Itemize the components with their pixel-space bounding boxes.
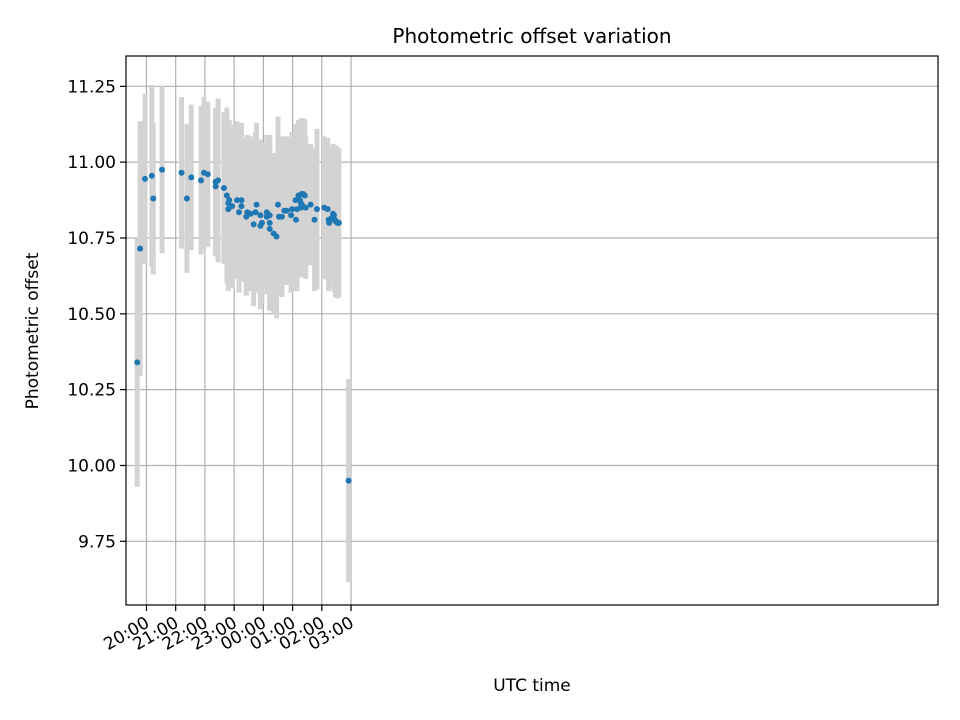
data-point	[307, 201, 314, 208]
data-point	[278, 213, 285, 220]
data-point	[238, 203, 245, 210]
data-point	[345, 477, 352, 484]
data-point	[292, 197, 299, 204]
y-tick-label: 11.25	[67, 77, 116, 97]
data-point	[252, 209, 259, 216]
data-point	[326, 219, 333, 226]
data-point	[234, 197, 241, 204]
data-point	[178, 169, 185, 176]
data-point	[212, 183, 219, 190]
data-point	[226, 197, 233, 204]
data-point	[266, 225, 273, 232]
data-point	[250, 221, 257, 228]
data-point	[301, 192, 308, 199]
data-point	[253, 201, 260, 208]
data-point	[258, 219, 265, 226]
data-point	[313, 206, 320, 213]
data-point	[257, 212, 264, 219]
data-point	[266, 212, 273, 219]
data-point	[137, 245, 144, 252]
data-point	[229, 203, 236, 210]
data-point	[188, 174, 195, 181]
y-tick-label: 10.75	[67, 229, 116, 249]
data-point	[266, 219, 273, 226]
data-point	[159, 166, 166, 173]
data-point	[220, 184, 227, 191]
data-point	[292, 216, 299, 223]
data-point	[238, 197, 245, 204]
y-axis-ticks: 9.75 10.00 10.25 10.50 10.75 11.00 11.25	[67, 77, 126, 552]
data-point	[243, 213, 250, 220]
data-point	[198, 177, 205, 184]
data-point	[330, 212, 337, 219]
data-point	[215, 177, 222, 184]
data-point	[247, 210, 254, 217]
y-axis-label: Photometric offset	[23, 252, 43, 409]
data-point	[324, 206, 331, 213]
data-point	[183, 195, 190, 202]
data-point	[288, 212, 295, 219]
y-tick-label: 10.00	[67, 456, 116, 476]
y-tick-label: 10.50	[67, 305, 116, 325]
error-bars	[134, 84, 352, 583]
data-point	[223, 192, 230, 199]
data-point	[289, 206, 296, 213]
y-tick-label: 10.25	[67, 381, 116, 401]
y-tick-label: 11.00	[67, 153, 116, 173]
plot-frame	[125, 55, 939, 606]
data-point	[204, 171, 211, 178]
data-point	[274, 201, 281, 208]
data-point	[273, 233, 280, 240]
data-point	[141, 175, 148, 182]
data-point	[148, 172, 155, 179]
data-point	[134, 359, 141, 366]
data-point	[236, 209, 243, 216]
data-point	[311, 216, 318, 223]
y-tick-label: 9.75	[78, 532, 116, 552]
x-axis-label: UTC time	[493, 676, 571, 696]
data-point	[150, 195, 157, 202]
chart-title: Photometric offset variation	[392, 24, 671, 48]
data-point	[302, 204, 309, 211]
data-point	[335, 219, 342, 226]
data-points	[134, 166, 352, 484]
data-point	[283, 207, 290, 214]
